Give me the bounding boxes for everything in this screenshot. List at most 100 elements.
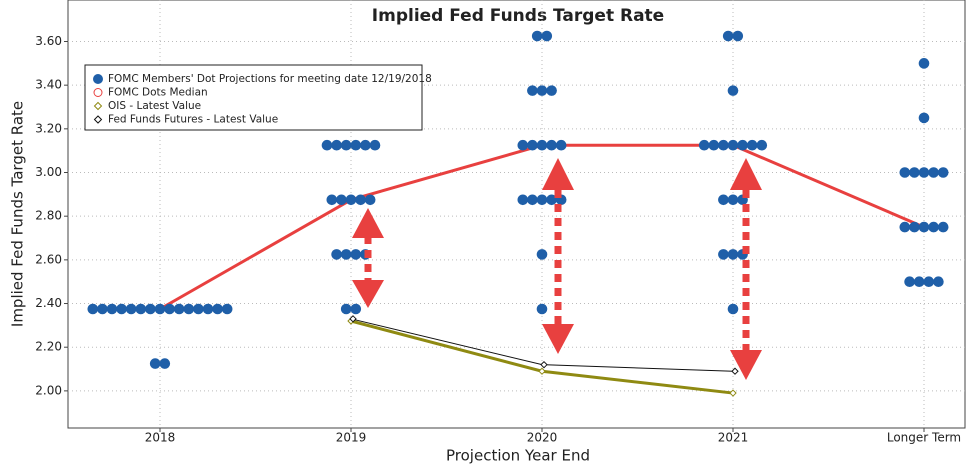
legend: FOMC Members' Dot Projections for meetin…	[84, 64, 432, 131]
dot	[149, 358, 161, 369]
dot	[918, 112, 930, 124]
dot	[536, 194, 548, 206]
dot	[154, 303, 166, 315]
y-tick-label: 3.20	[35, 121, 62, 135]
x-axis-label: Projection Year End	[446, 447, 590, 465]
futures-marker	[731, 367, 739, 375]
series-line	[350, 319, 734, 395]
dot	[527, 194, 538, 206]
dot	[918, 167, 930, 178]
dot	[331, 139, 342, 151]
dot	[756, 139, 768, 151]
legend-box	[84, 64, 423, 131]
legend-marker	[93, 88, 103, 97]
dot	[340, 139, 352, 151]
dot	[145, 303, 156, 315]
dot	[913, 276, 925, 287]
dot	[698, 139, 710, 151]
dot	[722, 30, 734, 42]
dot	[326, 194, 338, 206]
dot	[732, 30, 744, 42]
dot	[918, 58, 930, 69]
dot	[517, 139, 529, 151]
dot	[340, 303, 352, 315]
dot	[909, 167, 920, 178]
dot	[899, 167, 911, 178]
dot	[135, 303, 147, 315]
dot	[336, 194, 347, 206]
x-tick-label: 2020	[527, 431, 558, 445]
dot	[727, 249, 739, 260]
dot	[546, 85, 557, 96]
ois-marker	[538, 367, 546, 375]
dot	[106, 303, 118, 315]
dot	[221, 303, 233, 315]
legend-marker	[93, 101, 103, 111]
dot	[541, 30, 553, 42]
x-tick-label: 2018	[145, 431, 176, 445]
dot	[97, 303, 108, 315]
futures-marker	[349, 315, 357, 323]
dot	[536, 303, 548, 315]
dot	[928, 221, 939, 233]
marks	[87, 30, 949, 397]
dot	[350, 139, 362, 151]
dot	[202, 303, 214, 315]
y-tick-label: 3.00	[35, 165, 62, 179]
dot	[173, 303, 185, 315]
dot	[159, 358, 171, 369]
y-axis-label: Implied Fed Funds Target Rate	[9, 101, 27, 327]
grid: 2.00 2.20 2.40 2.60 2.80 3.00 3.20 3.40 3.60 2018…	[35, 0, 965, 445]
dot	[87, 303, 99, 315]
dot	[340, 249, 352, 260]
legend-label: FOMC Dots Median	[108, 87, 208, 99]
y-tick-label: 2.60	[35, 252, 62, 266]
x-tick-label: Longer Term	[887, 431, 961, 445]
dot	[517, 194, 529, 206]
y-tick-label: 2.20	[35, 340, 62, 354]
y-tick-label: 3.40	[35, 78, 62, 92]
legend-marker	[93, 74, 103, 84]
dot	[350, 249, 362, 260]
dot	[536, 249, 548, 260]
x-tick-label: 2021	[718, 431, 749, 445]
dot	[321, 139, 333, 151]
dot	[355, 194, 366, 206]
arrows	[352, 158, 762, 380]
dot	[899, 221, 911, 233]
y-tick-label: 2.80	[35, 209, 62, 223]
dot	[727, 85, 739, 96]
dot	[536, 85, 548, 96]
dot	[718, 249, 729, 260]
dot	[364, 194, 376, 206]
x-tick-label: 2019	[336, 431, 367, 445]
plot-frame	[67, 0, 966, 429]
dot	[928, 167, 939, 178]
dot	[904, 276, 915, 287]
dot	[718, 139, 729, 151]
dot	[360, 139, 371, 151]
dot	[727, 194, 739, 206]
dot	[546, 139, 557, 151]
dot	[718, 194, 729, 206]
y-tick-label: 2.00	[35, 383, 62, 397]
legend-label: OIS - Latest Value	[108, 100, 201, 112]
dot	[116, 303, 127, 315]
dot	[737, 139, 748, 151]
y-tick-label: 3.60	[35, 34, 62, 48]
dot	[937, 221, 949, 233]
futures-marker	[540, 360, 548, 369]
dot	[555, 139, 567, 151]
dot	[369, 139, 381, 151]
chart-title: Implied Fed Funds Target Rate	[372, 6, 664, 26]
dot	[923, 276, 935, 287]
dot	[727, 139, 739, 151]
dot	[708, 139, 720, 151]
dot	[909, 221, 920, 233]
legend-label: FOMC Members' Dot Projections for meetin…	[108, 73, 432, 85]
y-tick-label: 2.40	[35, 296, 62, 310]
legend-label: Fed Funds Futures - Latest Value	[108, 114, 278, 126]
dot	[212, 303, 223, 315]
dot	[531, 30, 543, 42]
